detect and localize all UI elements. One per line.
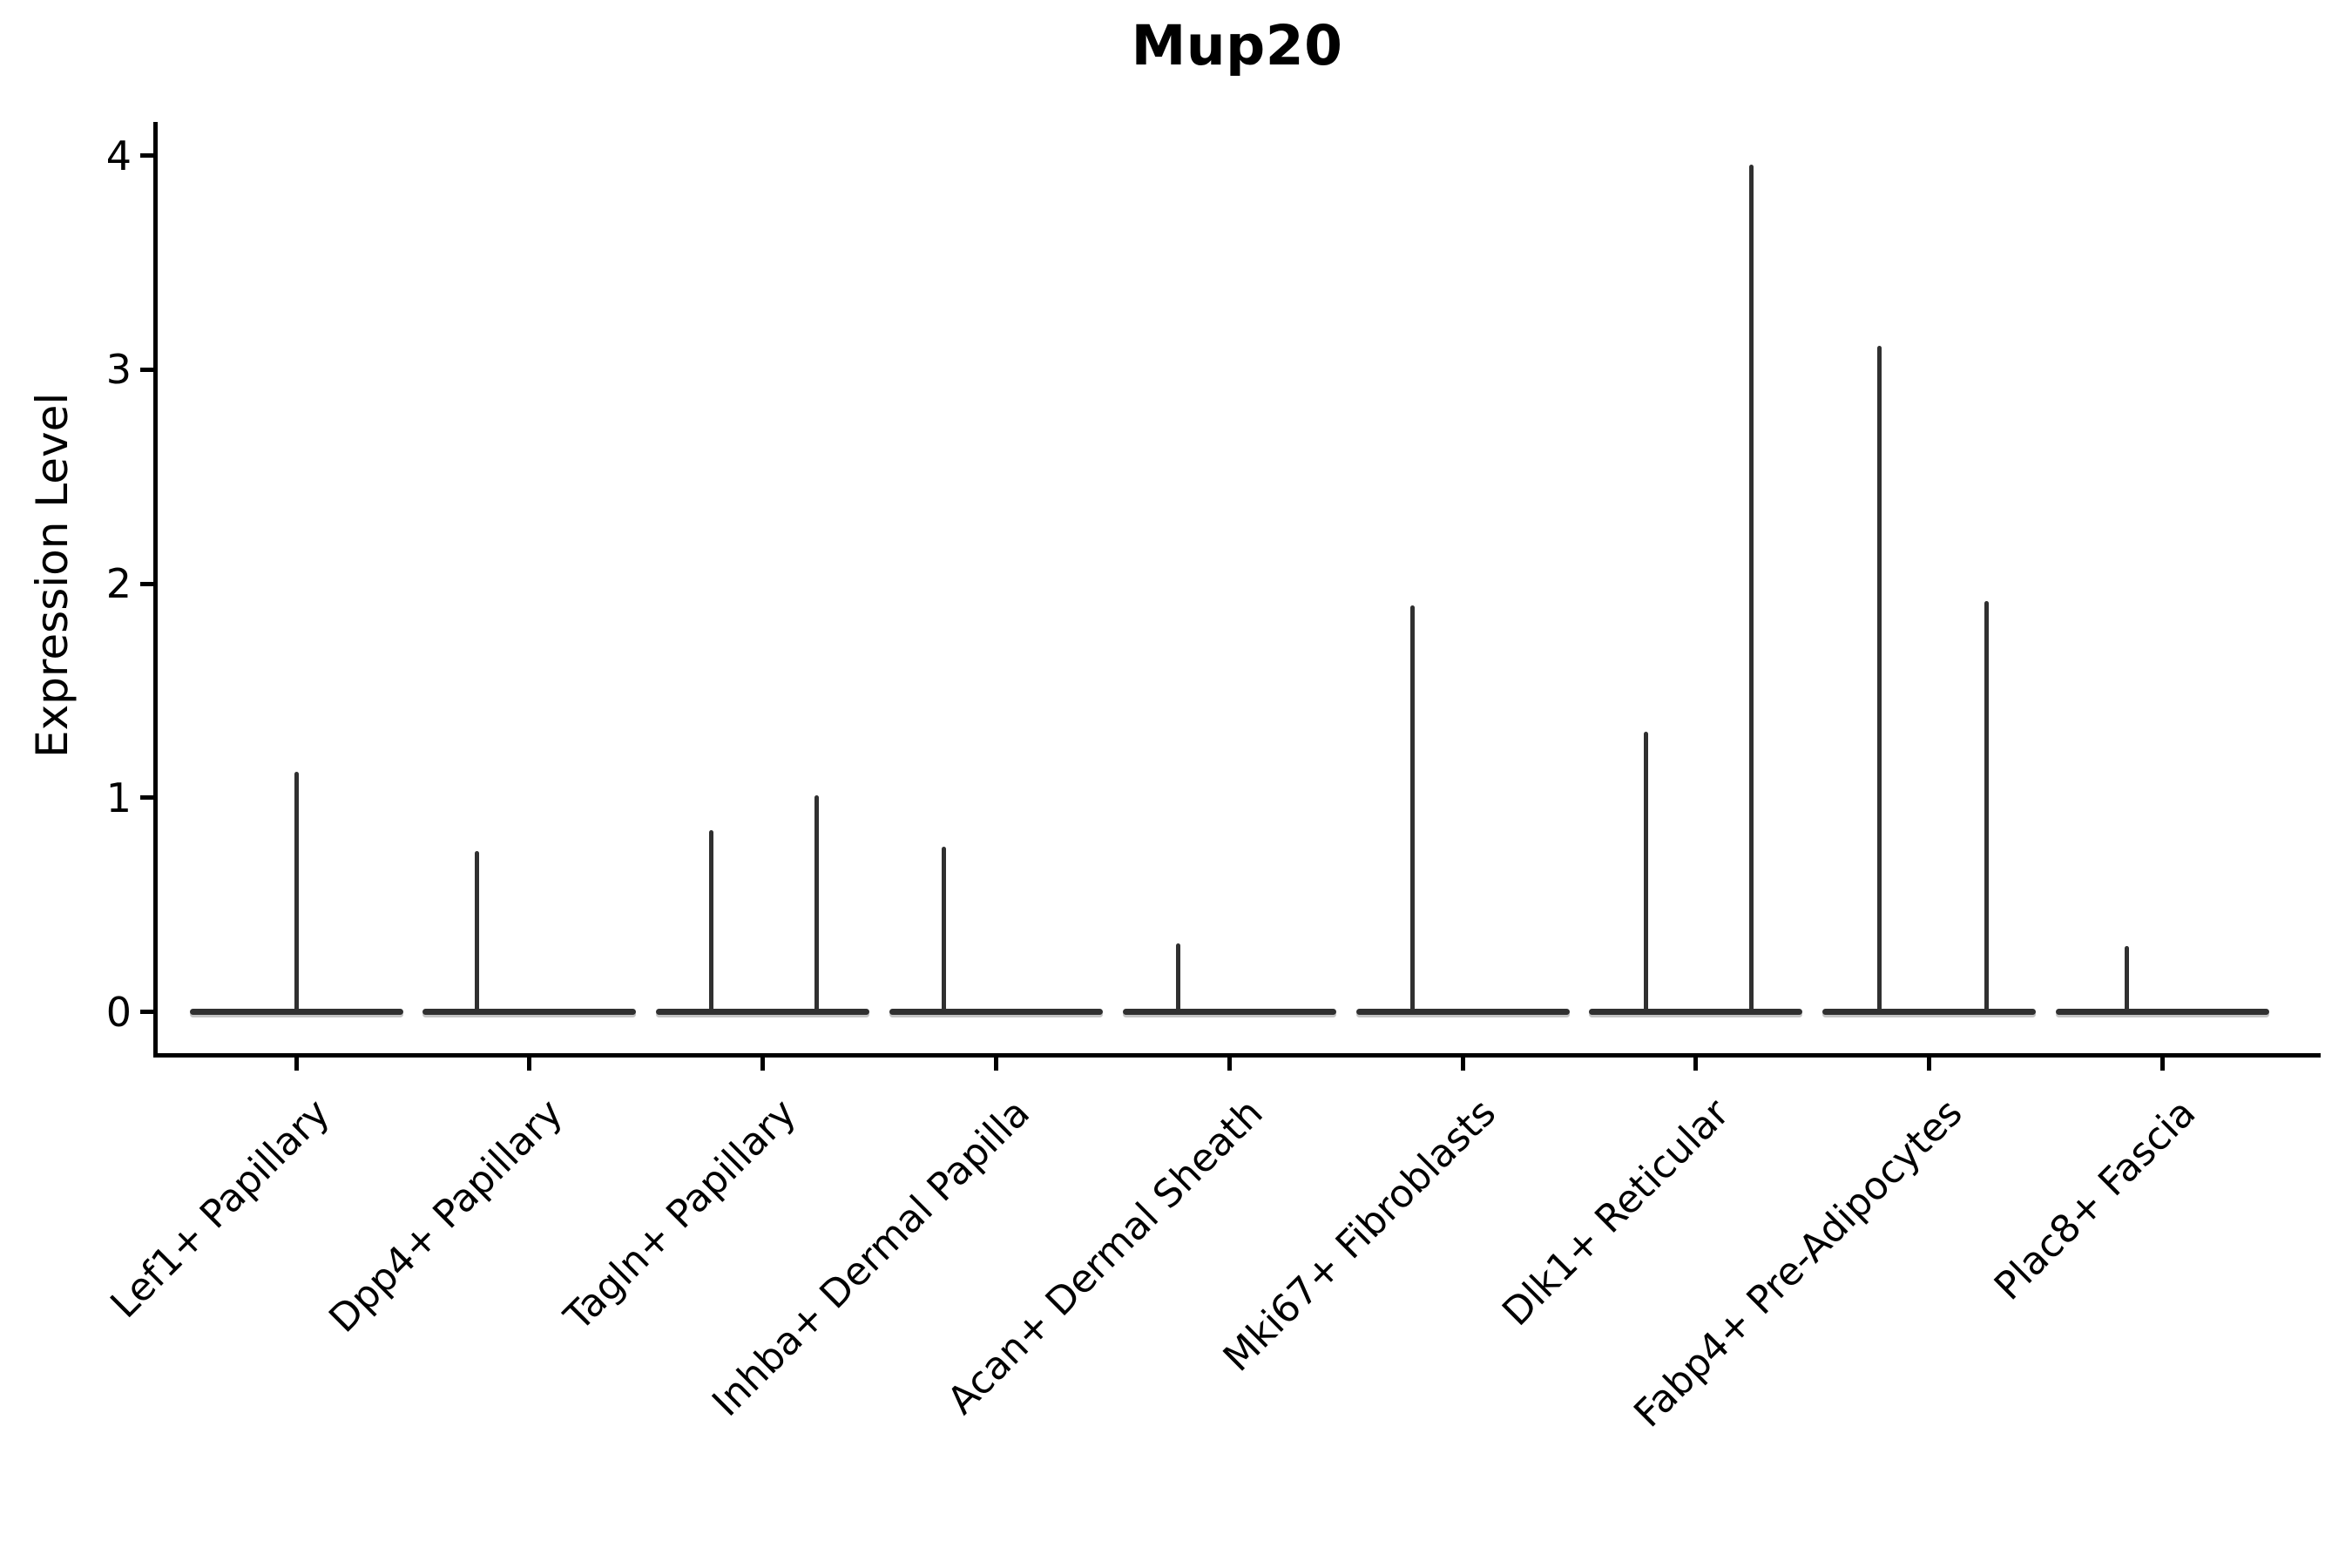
- violin-spike: [2125, 945, 2130, 1012]
- x-tick-mark: [294, 1058, 299, 1071]
- y-tick-label: 2: [105, 560, 132, 608]
- violin-spike: [1984, 600, 1989, 1012]
- y-axis-spine: [153, 122, 158, 1058]
- y-tick-mark: [140, 795, 153, 801]
- x-tick-mark: [1227, 1058, 1232, 1071]
- violin-spike: [1749, 164, 1754, 1012]
- y-tick-mark: [140, 581, 153, 586]
- y-tick-mark: [140, 1010, 153, 1015]
- x-tick-label: Dpp4+ Papillary: [321, 1091, 571, 1342]
- violin-spike: [1877, 346, 1882, 1012]
- violin-baseline: [889, 1009, 1103, 1016]
- x-tick-mark: [760, 1058, 766, 1071]
- y-tick-mark: [140, 367, 153, 372]
- violin-baseline: [1822, 1009, 2037, 1016]
- violin-baseline: [189, 1009, 403, 1016]
- violin-baseline: [1355, 1009, 1570, 1016]
- violin-spike: [1409, 605, 1415, 1012]
- y-tick-mark: [140, 153, 153, 159]
- x-tick-mark: [2159, 1058, 2165, 1071]
- violin-spike: [294, 772, 299, 1012]
- violin-baseline: [422, 1009, 637, 1016]
- violin-baseline: [2055, 1009, 2269, 1016]
- x-tick-label: Lef1+ Papillary: [101, 1091, 339, 1328]
- violin-spike: [942, 847, 947, 1012]
- violin-spike: [709, 829, 714, 1012]
- chart-title: Mup20: [1131, 14, 1343, 78]
- violin-spike: [475, 851, 480, 1012]
- x-tick-mark: [993, 1058, 998, 1071]
- x-tick-mark: [1693, 1058, 1699, 1071]
- x-tick-mark: [1460, 1058, 1465, 1071]
- violin-baseline: [656, 1009, 870, 1016]
- y-tick-label: 1: [105, 774, 132, 821]
- y-tick-label: 0: [105, 988, 132, 1036]
- violin-spike: [1644, 731, 1649, 1012]
- violin-spike: [1176, 943, 1181, 1012]
- x-tick-label: Dlk1+ Reticular: [1493, 1091, 1738, 1335]
- y-tick-label: 4: [105, 132, 132, 179]
- x-axis-spine: [153, 1053, 2321, 1058]
- violin-baseline: [1589, 1009, 1803, 1016]
- violin-spike: [814, 795, 820, 1012]
- x-tick-label: Plac8+ Fascia: [1985, 1091, 2205, 1309]
- x-tick-label: Tagln+ Papillary: [556, 1091, 805, 1340]
- violin-baseline: [1122, 1009, 1336, 1016]
- y-tick-label: 3: [105, 346, 132, 394]
- x-tick-mark: [527, 1058, 532, 1071]
- x-tick-mark: [1927, 1058, 1932, 1071]
